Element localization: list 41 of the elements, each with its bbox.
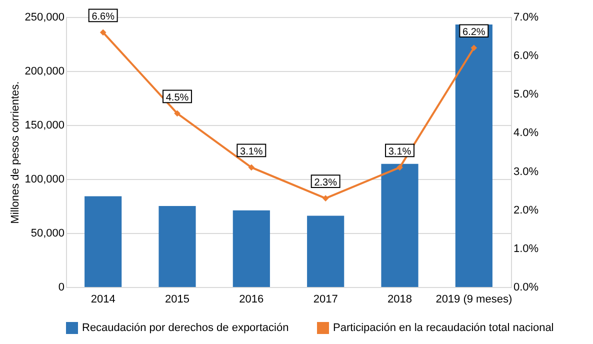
bar <box>158 206 196 287</box>
y-axis-title: Millones de pesos corrientes. <box>10 81 22 224</box>
bar <box>307 216 344 287</box>
bar <box>84 196 122 287</box>
bar <box>381 164 418 287</box>
point <box>470 44 478 52</box>
y-tick-label: 250,000 <box>24 12 64 24</box>
data-label: 2.3% <box>314 177 338 188</box>
data-label: 4.5% <box>166 92 189 104</box>
legend-label: Participación en la recaudación total nacional <box>333 322 554 334</box>
y2-tick-label: 1.0% <box>514 242 539 255</box>
y-tick-label: 0 <box>58 282 64 294</box>
x-tick-label: 2016 <box>239 294 264 306</box>
x-tick-label: 2014 <box>90 294 116 306</box>
y-tick-label: 50,000 <box>30 228 64 240</box>
x-tick-label: 2019 (9 meses) <box>436 294 512 306</box>
y-tick-label: 150,000 <box>24 120 64 132</box>
point <box>248 164 255 171</box>
y2-tick-label: 6.0% <box>514 50 539 62</box>
y-tick-label: 200,000 <box>24 66 64 78</box>
y2-tick-label: 2.0% <box>514 204 539 216</box>
y2-tick-label: 5.0% <box>514 88 539 101</box>
y2-tick-label: 4.0% <box>514 127 539 140</box>
data-label: 3.1% <box>388 146 412 158</box>
x-tick-label: 2017 <box>313 294 338 306</box>
bar <box>232 210 270 287</box>
y-tick-label: 100,000 <box>24 174 64 186</box>
point <box>322 195 329 202</box>
bar <box>455 24 492 287</box>
data-label: 6.2% <box>462 26 486 38</box>
legend-label: Recaudación por derechos de exportación <box>82 322 289 334</box>
point <box>100 29 106 36</box>
point <box>396 164 403 171</box>
data-label: 6.6% <box>92 11 115 22</box>
x-tick-label: 2015 <box>165 294 190 306</box>
x-tick-label: 2018 <box>388 294 412 306</box>
y2-tick-label: 3.0% <box>514 166 539 178</box>
y2-tick-label: 7.0% <box>514 12 539 24</box>
point <box>174 110 180 117</box>
y2-tick-label: 0.0% <box>514 282 539 294</box>
data-label: 3.1% <box>240 146 263 158</box>
